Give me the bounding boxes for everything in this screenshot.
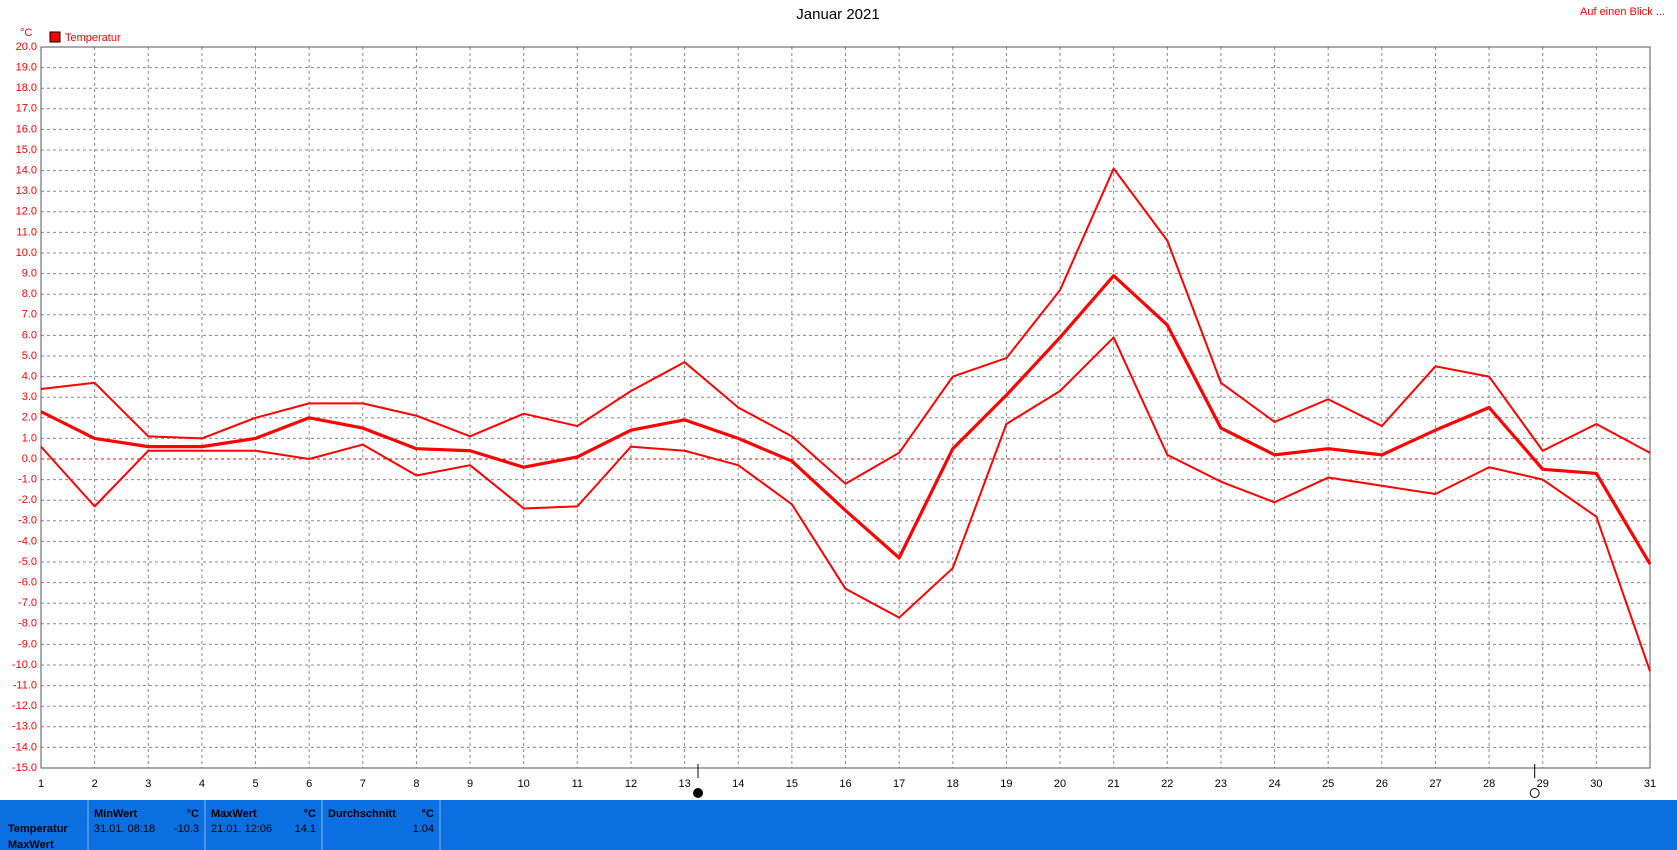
y-tick-label: 19.0	[16, 62, 37, 74]
y-tick-label: 16.0	[16, 123, 37, 135]
cell-time: 21.01. 12:06	[211, 823, 272, 835]
x-tick-label: 5	[252, 778, 258, 790]
x-tick-label: 16	[839, 778, 851, 790]
y-tick-label: -13.0	[12, 721, 37, 733]
series-line	[40, 336, 1651, 672]
x-tick-label: 25	[1322, 778, 1334, 790]
x-tick-label: 7	[360, 778, 366, 790]
column-header: MinWert	[94, 808, 138, 820]
cell-time: 31.01. 08:18	[94, 823, 155, 835]
y-tick-label: 20.0	[16, 41, 37, 53]
chart-title: Januar 2021	[796, 6, 879, 23]
y-tick-label: -5.0	[18, 556, 37, 568]
y-tick-label: 13.0	[16, 185, 37, 197]
y-tick-label: 3.0	[22, 391, 37, 403]
x-tick-label: 30	[1590, 778, 1602, 790]
legend-label: Temperatur	[65, 32, 121, 44]
y-tick-label: -7.0	[18, 597, 37, 609]
x-tick-label: 18	[947, 778, 959, 790]
cell-value: -10.3	[174, 823, 199, 835]
x-tick-label: 9	[467, 778, 473, 790]
x-tick-label: 1	[38, 778, 44, 790]
y-tick-label: 17.0	[16, 103, 37, 115]
x-tick-label: 14	[732, 778, 744, 790]
y-tick-label: -3.0	[18, 515, 37, 527]
y-tick-label: 4.0	[22, 371, 37, 383]
y-tick-label: 15.0	[16, 144, 37, 156]
unit-label: °C	[20, 27, 32, 39]
row-label: Temperatur	[8, 823, 68, 835]
x-tick-label: 22	[1161, 778, 1173, 790]
y-tick-label: 14.0	[16, 165, 37, 177]
x-tick-label: 11	[572, 778, 583, 790]
y-tick-label: 10.0	[16, 247, 37, 259]
plot-border	[40, 46, 1651, 769]
y-tick-label: 6.0	[22, 329, 37, 341]
x-tick-label: 6	[306, 778, 312, 790]
moon-icon	[1529, 788, 1540, 798]
x-tick-label: 23	[1215, 778, 1227, 790]
y-tick-label: 18.0	[16, 82, 37, 94]
y-tick-label: 5.0	[22, 350, 37, 362]
x-tick-label: 12	[625, 778, 637, 790]
column-header: MaxWert	[211, 808, 257, 820]
x-tick-label: 13	[678, 778, 690, 790]
y-tick-label: 7.0	[22, 309, 37, 321]
y-tick-label: 9.0	[22, 268, 37, 280]
x-tick-label: 24	[1268, 778, 1280, 790]
y-tick-label: -2.0	[18, 494, 37, 506]
x-tick-label: 4	[199, 778, 205, 790]
x-tick-label: 19	[1000, 778, 1012, 790]
x-tick-label: 27	[1429, 778, 1441, 790]
x-tick-label: 10	[518, 778, 530, 790]
x-tick-label: 8	[413, 778, 419, 790]
summary-panel	[0, 800, 1677, 850]
y-tick-label: -11.0	[13, 680, 37, 692]
y-tick-label: -4.0	[18, 535, 37, 547]
x-tick-label: 29	[1537, 778, 1549, 790]
x-tick-label: 26	[1376, 778, 1388, 790]
x-tick-label: 3	[145, 778, 151, 790]
y-tick-label: -14.0	[12, 741, 37, 753]
moon-icon	[693, 788, 704, 798]
x-tick-label: 15	[786, 778, 798, 790]
link[interactable]: Auf einen Blick ...	[1580, 6, 1665, 18]
y-tick-label: -12.0	[12, 700, 37, 712]
y-tick-label: 2.0	[22, 412, 37, 424]
x-tick-label: 2	[92, 778, 98, 790]
series-line	[40, 167, 1651, 485]
y-tick-label: 12.0	[16, 206, 37, 218]
y-tick-label: -10.0	[12, 659, 37, 671]
x-tick-label: 20	[1054, 778, 1066, 790]
y-tick-label: 0.0	[22, 453, 37, 465]
x-tick-label: 31	[1644, 778, 1656, 790]
y-tick-label: -15.0	[12, 762, 37, 774]
column-unit: °C	[187, 808, 199, 820]
y-tick-label: 1.0	[22, 432, 37, 444]
legend-swatch	[49, 31, 61, 43]
y-tick-label: -6.0	[18, 577, 37, 589]
y-tick-label: -9.0	[18, 638, 37, 650]
x-tick-label: 28	[1483, 778, 1495, 790]
y-tick-label: -8.0	[18, 618, 37, 630]
column-unit: °C	[304, 808, 316, 820]
column-header: Durchschnitt	[328, 808, 396, 820]
column-unit: °C	[422, 808, 434, 820]
series-line	[40, 274, 1652, 565]
y-tick-label: -1.0	[18, 474, 37, 486]
row-label: MaxWert	[8, 839, 54, 850]
x-tick-label: 17	[893, 778, 905, 790]
y-tick-label: 8.0	[22, 288, 37, 300]
y-tick-label: 11.0	[16, 226, 37, 238]
cell-value: 1.04	[413, 823, 434, 835]
x-tick-label: 21	[1108, 778, 1120, 790]
cell-value: 14.1	[295, 823, 316, 835]
